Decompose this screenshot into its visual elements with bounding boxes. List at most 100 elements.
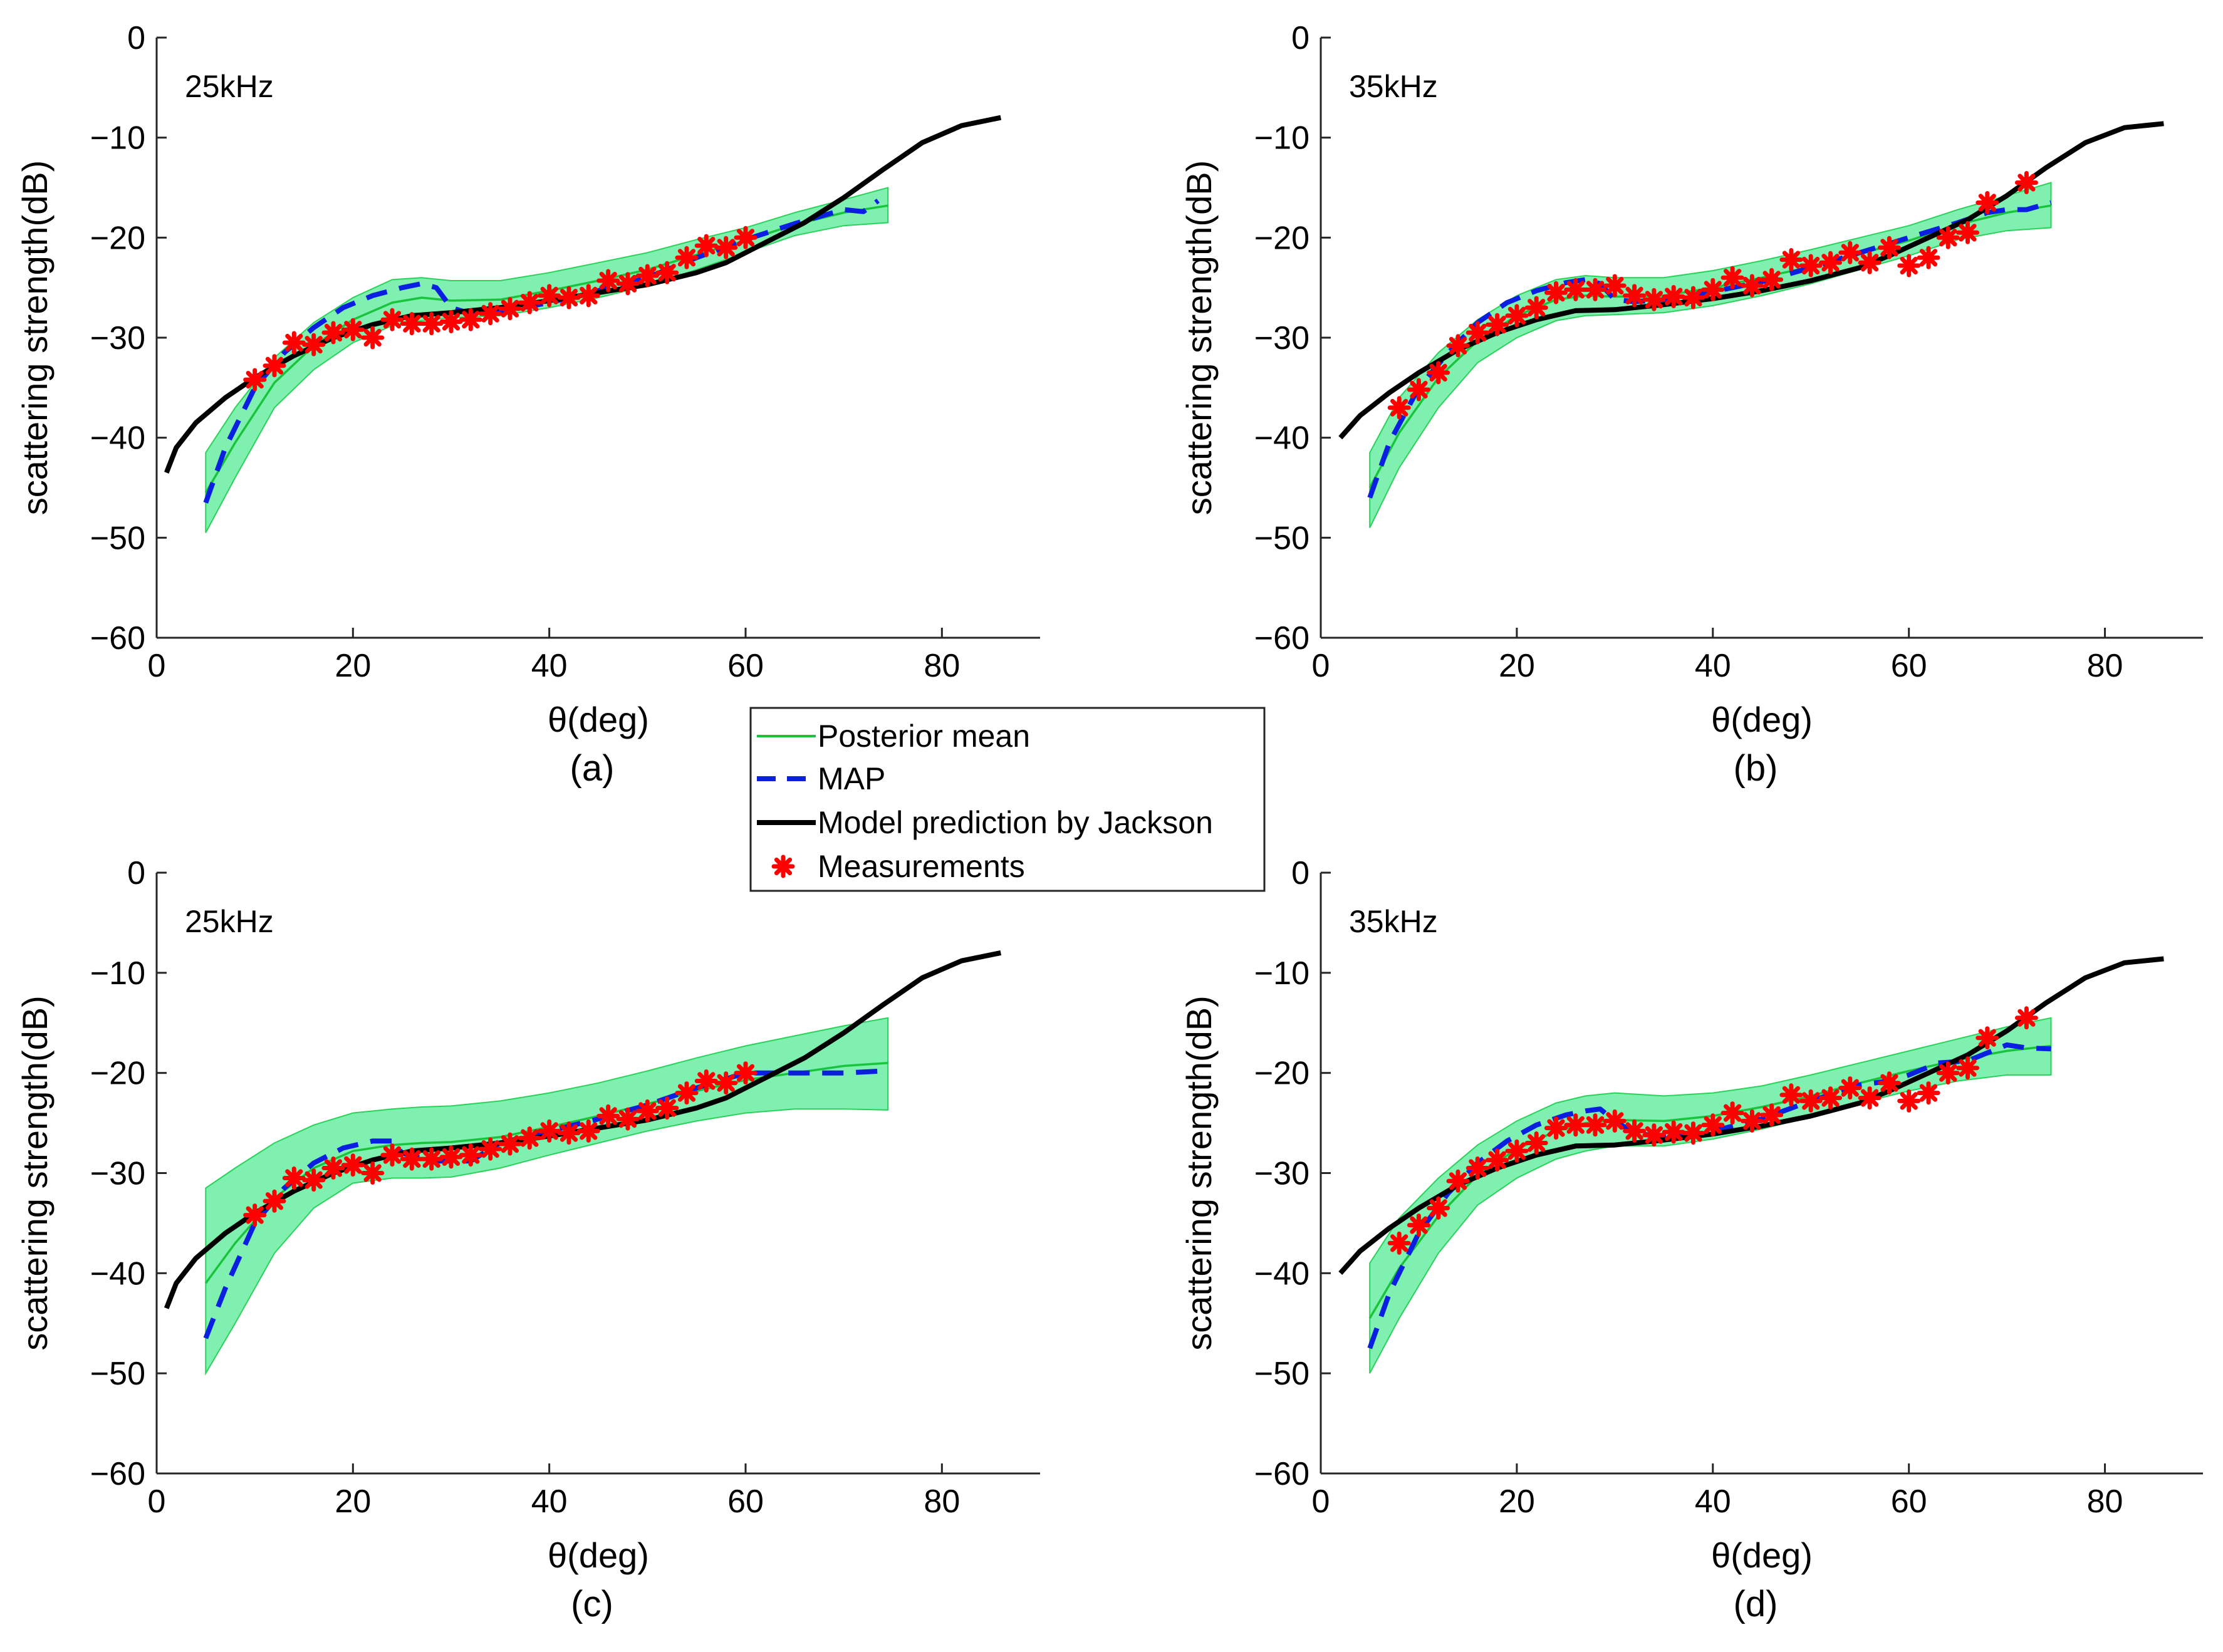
- measurement-point: [734, 226, 757, 249]
- x-tick-label: 0: [1312, 648, 1330, 684]
- measurement-point: [1956, 1056, 1979, 1080]
- chart-panel-3: 0 20 40 60 80 −60 −50 −40 −30 −20 −10 0 25kHz θ(deg) s…: [15, 855, 1040, 1624]
- y-tick-label: −60: [1254, 1456, 1309, 1492]
- x-axis-label: θ(deg): [548, 700, 649, 739]
- measurement-point: [1603, 274, 1627, 298]
- x-tick-label: 20: [1499, 648, 1535, 684]
- measurement-point: [714, 236, 738, 259]
- x-tick-label: 20: [335, 1483, 371, 1520]
- y-tick-label: −50: [1254, 520, 1309, 556]
- legend-item-posterior: Posterior mean: [757, 719, 1030, 754]
- measurement-point: [2014, 1006, 2038, 1030]
- y-tick-label: −50: [90, 1356, 145, 1392]
- x-tick-label: 40: [531, 1483, 568, 1520]
- measurement-point: [420, 1147, 444, 1171]
- x-tick-label: 60: [727, 648, 764, 684]
- x-tick-label: 20: [1499, 1483, 1535, 1520]
- measurement-point: [498, 297, 522, 321]
- measurement-point: [321, 321, 345, 345]
- measurement-point: [1956, 221, 1979, 244]
- measurement-point: [1858, 1086, 1882, 1110]
- panel-caption: (d): [1734, 1584, 1778, 1624]
- credible-band: [205, 187, 889, 533]
- measurement-point: [1838, 241, 1862, 264]
- plot-area: [164, 950, 1002, 1376]
- y-tick-label: 0: [127, 20, 145, 56]
- y-tick-label: −50: [90, 520, 145, 556]
- measurement-point: [1662, 285, 1685, 308]
- legend-label: MAP: [818, 761, 885, 796]
- measurement-point: [694, 234, 718, 257]
- panel-caption: (a): [570, 748, 615, 789]
- measurement-point: [1544, 1116, 1568, 1140]
- measurement-point: [655, 261, 679, 284]
- measurement-points: [243, 1061, 757, 1227]
- measurement-point: [263, 354, 286, 378]
- measurement-point: [1583, 1113, 1607, 1137]
- measurement-point: [282, 331, 306, 355]
- measurement-point: [321, 1156, 345, 1180]
- x-tick-label: 80: [924, 648, 960, 684]
- measurement-point: [538, 1119, 561, 1143]
- measurement-point: [518, 291, 541, 314]
- y-tick-label: −30: [1254, 1156, 1309, 1192]
- measurement-point: [439, 1145, 463, 1169]
- x-tick-label: 0: [148, 1483, 166, 1520]
- x-tick-label: 60: [727, 1483, 764, 1520]
- y-tick-label: −30: [90, 1156, 145, 1192]
- measurement-point: [1740, 274, 1764, 298]
- x-axis-label: θ(deg): [1711, 1535, 1813, 1575]
- plot-area: [1338, 956, 2164, 1374]
- plot-area: [164, 115, 1002, 533]
- y-axis-label: scattering strength(dB): [1179, 995, 1219, 1350]
- measurement-point: [243, 1203, 267, 1227]
- measurement-points: [1387, 171, 2038, 420]
- measurement-point: [1486, 313, 1509, 336]
- y-tick-label: −40: [1254, 1255, 1309, 1292]
- measurement-point: [1877, 236, 1901, 259]
- measurement-point: [1524, 1131, 1548, 1155]
- measurement-point: [557, 1121, 581, 1145]
- measurement-point: [1407, 378, 1430, 402]
- y-tick-label: 0: [127, 855, 145, 891]
- legend-label: Posterior mean: [818, 719, 1030, 754]
- measurement-point: [1897, 254, 1921, 278]
- y-tick-label: −20: [1254, 1056, 1309, 1092]
- measurement-point: [1760, 268, 1784, 291]
- y-tick-label: −10: [90, 120, 145, 157]
- y-tick-label: −40: [90, 1255, 145, 1292]
- measurement-point: [635, 1099, 659, 1123]
- measurement-point: [1917, 1081, 1940, 1105]
- legend-item-map: MAP: [757, 761, 885, 796]
- measurement-points: [243, 226, 757, 392]
- measurement-point: [1505, 304, 1529, 328]
- frequency-label: 25kHz: [185, 69, 274, 104]
- measurement-point: [1701, 1113, 1725, 1137]
- measurement-point: [400, 1147, 424, 1171]
- x-tick-label: 20: [335, 648, 371, 684]
- y-tick-label: −60: [90, 620, 145, 657]
- measurement-point: [1819, 1086, 1842, 1110]
- measurement-point: [1623, 284, 1647, 308]
- measurement-point: [498, 1132, 522, 1156]
- x-axis-label: θ(deg): [548, 1535, 649, 1575]
- measurement-point: [1799, 1089, 1823, 1113]
- legend-item-measurement: Measurements: [771, 849, 1025, 884]
- measurement-point: [734, 1061, 757, 1085]
- y-tick-label: −20: [90, 1056, 145, 1092]
- measurement-point: [1505, 1139, 1529, 1163]
- measurement-point: [1427, 1196, 1450, 1220]
- legend-marker-measurement: [771, 855, 795, 878]
- measurement-point: [596, 1104, 620, 1128]
- y-tick-label: −20: [90, 220, 145, 256]
- frequency-label: 35kHz: [1349, 69, 1438, 104]
- chart-panel-1: 0 20 40 60 80 −60 −50 −40 −30 −20 −10 0 25kHz θ(deg) s…: [15, 20, 1040, 789]
- measurement-point: [1446, 334, 1470, 358]
- measurement-point: [616, 1107, 640, 1131]
- measurement-point: [1877, 1071, 1901, 1095]
- measurement-point: [1740, 1109, 1764, 1133]
- measurement-point: [1524, 296, 1548, 319]
- measurement-point: [400, 312, 424, 336]
- y-axis-label: scattering strength(dB): [15, 995, 55, 1350]
